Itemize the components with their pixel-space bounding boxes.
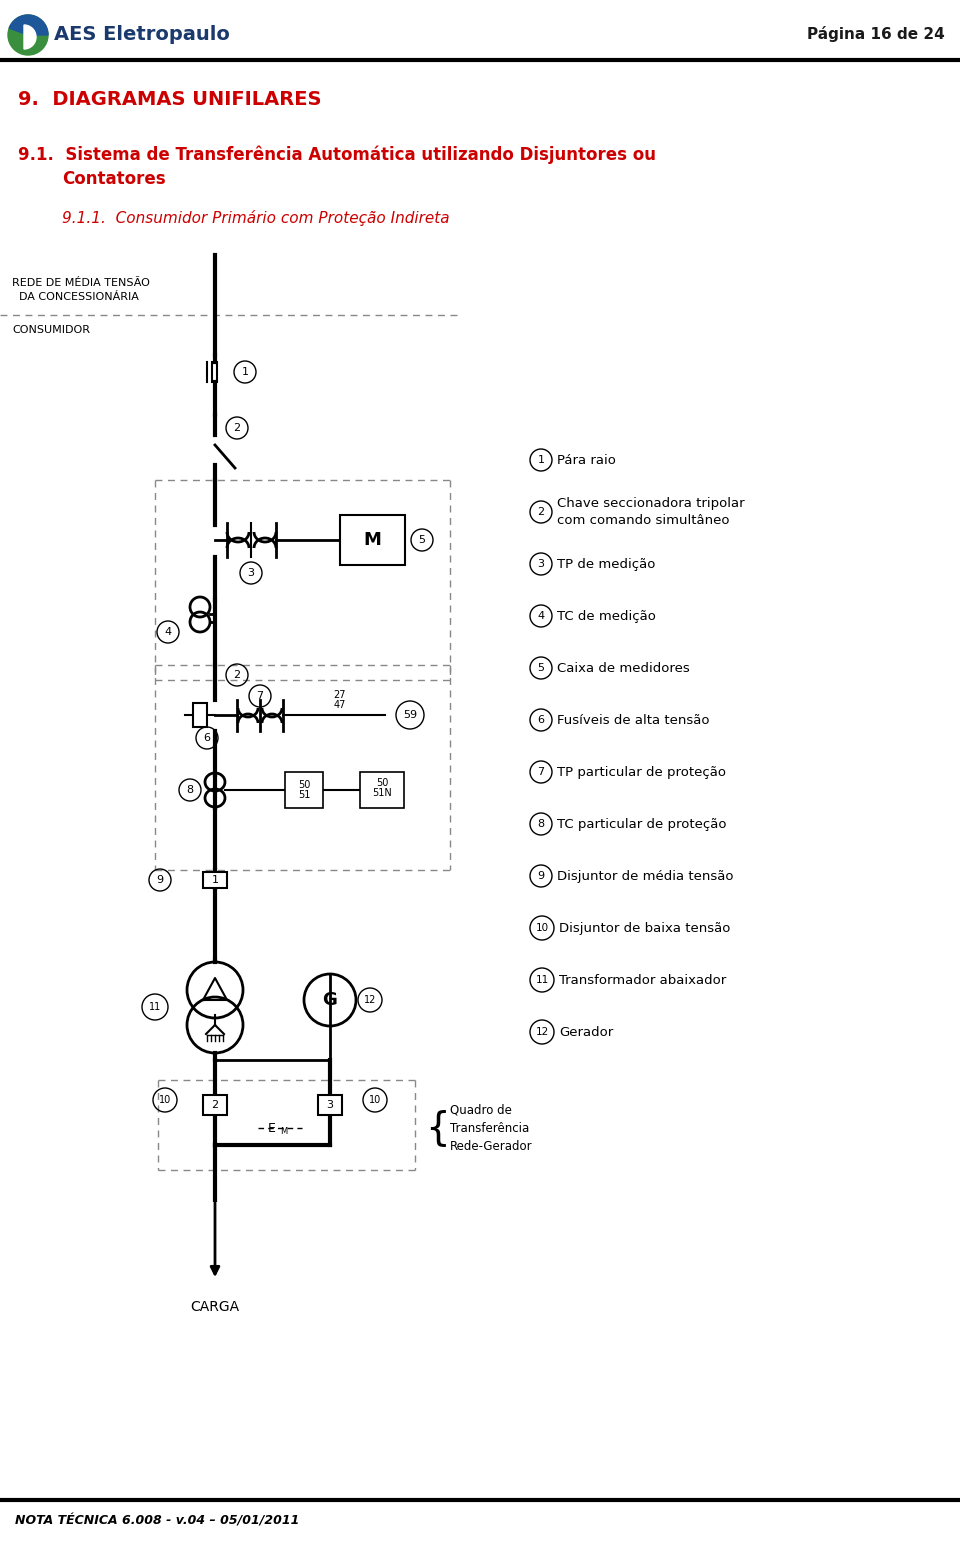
Text: 10: 10 xyxy=(158,1094,171,1105)
Text: Transformador abaixador: Transformador abaixador xyxy=(559,974,727,986)
Text: 2: 2 xyxy=(211,1101,219,1110)
Text: 7: 7 xyxy=(538,767,544,778)
Text: 9.1.  Sistema de Transferência Automática utilizando Disjuntores ou: 9.1. Sistema de Transferência Automática… xyxy=(18,144,656,163)
Text: TP particular de proteção: TP particular de proteção xyxy=(557,765,726,778)
Text: CONSUMIDOR: CONSUMIDOR xyxy=(12,325,90,336)
Text: 12: 12 xyxy=(364,996,376,1005)
Text: 1: 1 xyxy=(242,367,249,376)
Text: M: M xyxy=(363,532,381,549)
Text: E: E xyxy=(268,1121,276,1135)
Text: G: G xyxy=(323,991,337,1008)
Text: TC particular de proteção: TC particular de proteção xyxy=(557,817,727,831)
Text: M: M xyxy=(280,1127,287,1137)
Bar xyxy=(203,872,227,887)
Text: 3: 3 xyxy=(538,560,544,569)
Text: 27
47: 27 47 xyxy=(334,690,347,710)
Text: Disjuntor de média tensão: Disjuntor de média tensão xyxy=(557,870,733,883)
Text: 5: 5 xyxy=(419,535,425,546)
Text: 8: 8 xyxy=(186,786,194,795)
Text: Página 16 de 24: Página 16 de 24 xyxy=(807,27,945,42)
Text: {: { xyxy=(424,1109,449,1148)
Text: 5: 5 xyxy=(538,663,544,673)
Bar xyxy=(340,514,405,564)
Text: 2: 2 xyxy=(233,423,241,433)
Text: Disjuntor de baixa tensão: Disjuntor de baixa tensão xyxy=(559,922,731,935)
Text: 1: 1 xyxy=(538,455,544,466)
Text: 4: 4 xyxy=(538,612,544,621)
Text: 50
51: 50 51 xyxy=(298,779,310,800)
Text: 59: 59 xyxy=(403,710,417,720)
Circle shape xyxy=(8,16,48,55)
Text: 4: 4 xyxy=(164,627,172,637)
Text: 2: 2 xyxy=(233,670,241,681)
Text: 10: 10 xyxy=(536,924,548,933)
Text: AES Eletropaulo: AES Eletropaulo xyxy=(54,25,229,44)
Text: 12: 12 xyxy=(536,1027,548,1036)
Text: Fusíveis de alta tensão: Fusíveis de alta tensão xyxy=(557,713,709,726)
Text: CARGA: CARGA xyxy=(190,1300,240,1314)
Wedge shape xyxy=(10,16,48,34)
Text: Quadro de
Transferência
Rede-Gerador: Quadro de Transferência Rede-Gerador xyxy=(450,1104,533,1152)
Text: Pára raio: Pára raio xyxy=(557,453,616,467)
Text: 11: 11 xyxy=(149,1002,161,1011)
Text: Chave seccionadora tripolar
com comando simultâneo: Chave seccionadora tripolar com comando … xyxy=(557,497,745,527)
Text: 7: 7 xyxy=(256,691,264,701)
Text: 9.1.1.  Consumidor Primário com Proteção Indireta: 9.1.1. Consumidor Primário com Proteção … xyxy=(62,210,449,226)
Text: 9.  DIAGRAMAS UNIFILARES: 9. DIAGRAMAS UNIFILARES xyxy=(18,89,322,110)
Text: 6: 6 xyxy=(204,732,210,743)
Text: REDE DE MÉDIA TENSÃO: REDE DE MÉDIA TENSÃO xyxy=(12,278,150,289)
Bar xyxy=(360,771,404,808)
Bar xyxy=(193,702,207,728)
Text: DA CONCESSIONÁRIA: DA CONCESSIONÁRIA xyxy=(12,292,139,303)
Text: NOTA TÉCNICA 6.008 - v.04 – 05/01/2011: NOTA TÉCNICA 6.008 - v.04 – 05/01/2011 xyxy=(15,1515,300,1527)
Text: Gerador: Gerador xyxy=(559,1025,613,1038)
Text: 11: 11 xyxy=(536,975,548,985)
Text: 3: 3 xyxy=(248,568,254,579)
Text: 9: 9 xyxy=(156,875,163,884)
Text: Contatores: Contatores xyxy=(62,169,166,188)
Text: 1: 1 xyxy=(211,875,219,884)
Text: TP de medição: TP de medição xyxy=(557,558,656,571)
Text: 6: 6 xyxy=(538,715,544,724)
Text: 2: 2 xyxy=(538,506,544,517)
Bar xyxy=(203,1094,227,1115)
Text: 8: 8 xyxy=(538,818,544,829)
Text: 50
51N: 50 51N xyxy=(372,778,392,798)
Bar xyxy=(318,1094,342,1115)
Text: 10: 10 xyxy=(369,1094,381,1105)
Text: 3: 3 xyxy=(326,1101,333,1110)
Text: TC de medição: TC de medição xyxy=(557,610,656,622)
Wedge shape xyxy=(24,25,36,49)
Text: 9: 9 xyxy=(538,870,544,881)
Bar xyxy=(285,771,323,808)
Text: Caixa de medidores: Caixa de medidores xyxy=(557,662,689,674)
